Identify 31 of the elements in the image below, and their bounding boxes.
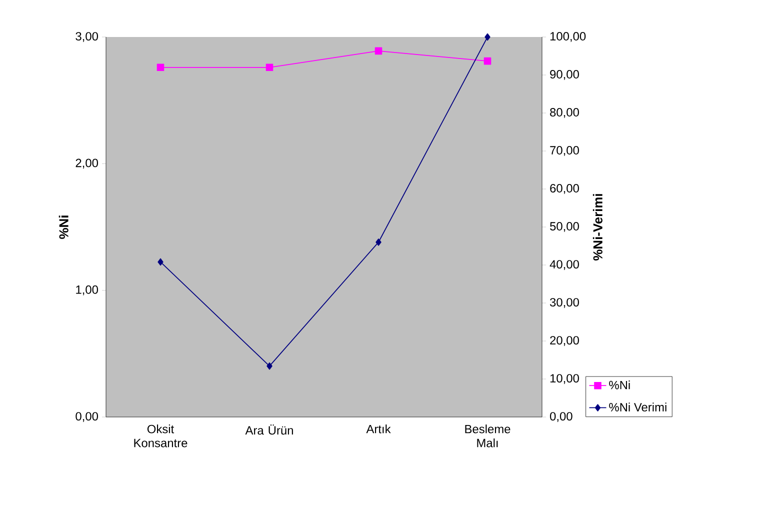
point [374, 47, 382, 55]
x-tick-label: Besleme Malı [465, 424, 510, 448]
x-tick-label: Artık [366, 424, 391, 434]
y-tick-label: 3,00 [76, 32, 98, 42]
y2-axis-title: %Ni-Verimi [592, 194, 602, 260]
point [376, 238, 382, 246]
y2-tick-label: 40,00 [550, 260, 579, 270]
y2-tick-label: 0,00 [550, 412, 572, 422]
y-tick-label: 1,00 [76, 285, 98, 296]
x-tick-label: Oksit Konsantre [134, 424, 188, 448]
point [158, 258, 164, 266]
point [484, 57, 492, 65]
y2-tick-label: 50,00 [550, 222, 579, 232]
y-tick-label: 0,00 [76, 412, 98, 422]
y2-tick-label: 100,00 [550, 32, 586, 42]
y-axis-title: %Ni [58, 216, 68, 239]
point [266, 64, 274, 72]
x-tick-label: Ara Ürün [245, 424, 293, 435]
y2-tick-label: 80,00 [550, 108, 579, 118]
y2-tick-label: 10,00 [550, 374, 579, 384]
point [266, 362, 272, 370]
y2-tick-label: 60,00 [550, 184, 579, 194]
y2-tick-label: 20,00 [550, 336, 579, 346]
point [484, 33, 490, 41]
y2-tick-label: 90,00 [550, 70, 579, 80]
y-tick-label: 2,00 [76, 158, 98, 169]
y2-tick-label: 30,00 [550, 298, 579, 308]
point [156, 64, 164, 72]
legend-label: %Ni Verimi [609, 402, 666, 412]
legend-label: %Ni [609, 380, 630, 390]
y2-tick-label: 70,00 [550, 146, 579, 156]
